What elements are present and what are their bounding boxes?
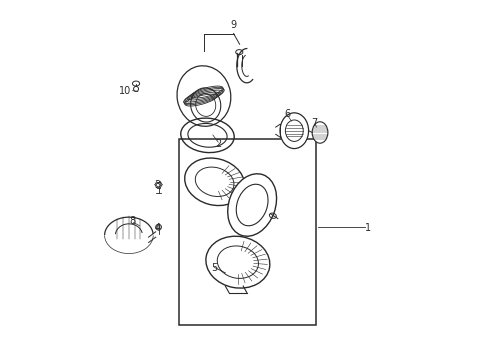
Text: 10: 10 [119, 86, 131, 96]
Ellipse shape [228, 174, 276, 236]
Text: 2: 2 [215, 139, 221, 149]
Ellipse shape [185, 158, 245, 206]
Bar [179, 139, 317, 325]
Text: 1: 1 [365, 223, 371, 233]
Ellipse shape [312, 122, 328, 143]
Text: 5: 5 [212, 262, 218, 273]
Text: 9: 9 [230, 19, 237, 30]
Ellipse shape [177, 66, 231, 126]
Text: 6: 6 [284, 109, 290, 119]
Circle shape [156, 224, 161, 230]
Text: 3: 3 [154, 180, 161, 190]
Ellipse shape [280, 113, 309, 149]
Text: 4: 4 [154, 223, 161, 233]
Ellipse shape [206, 236, 270, 288]
Text: 8: 8 [129, 216, 136, 226]
Text: 7: 7 [312, 118, 318, 128]
